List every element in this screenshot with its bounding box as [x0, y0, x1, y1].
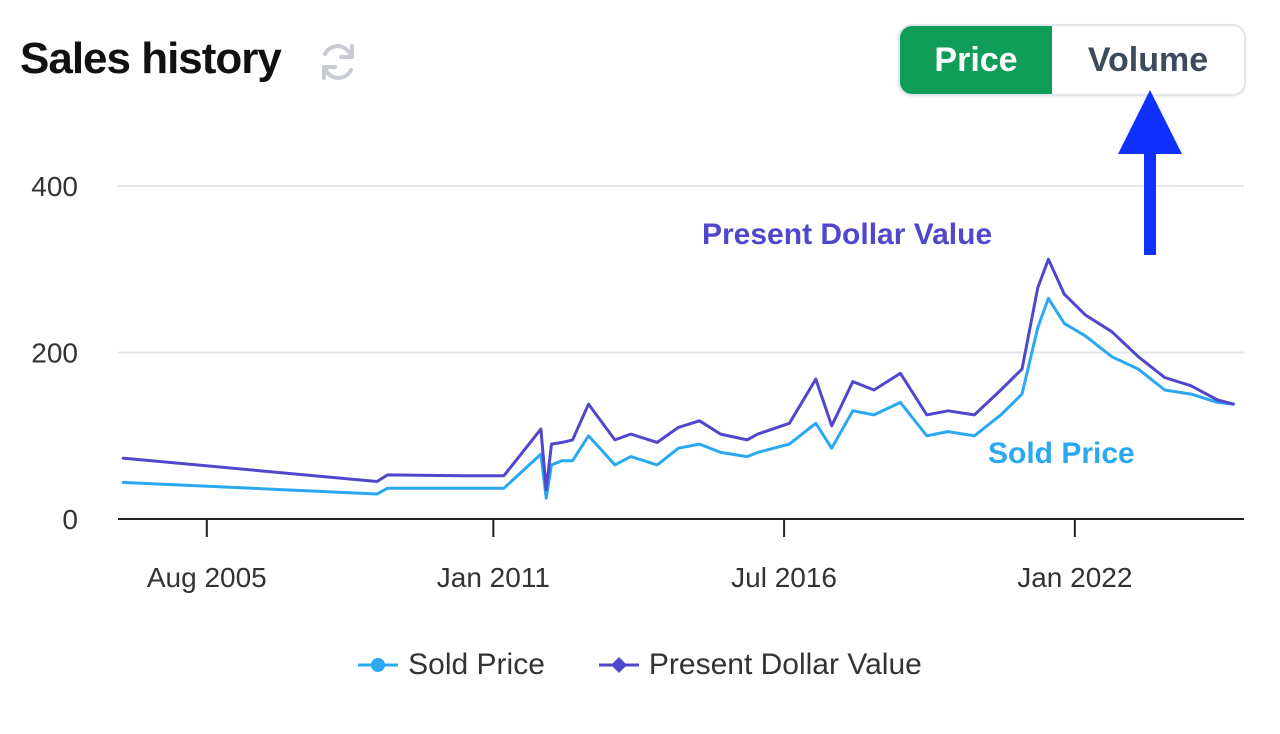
sold-price-annotation: Sold Price	[988, 437, 1135, 470]
y-tick-label: 0	[62, 504, 78, 535]
legend-item-present-dollar-value[interactable]: Present Dollar Value	[598, 648, 922, 682]
y-tick-label: 200	[31, 338, 78, 369]
legend: Sold Price Present Dollar Value	[0, 648, 1280, 682]
arrow-annotation-icon	[1118, 90, 1182, 255]
page-title: Sales history	[20, 34, 282, 83]
gridlines	[118, 185, 1244, 354]
refresh-icon[interactable]	[316, 40, 360, 84]
x-tick-label: Aug 2005	[147, 562, 267, 593]
legend-present-value-marker-icon	[598, 657, 639, 673]
volume-toggle-button[interactable]: Volume	[1052, 26, 1244, 94]
price-toggle-button[interactable]: Price	[900, 26, 1052, 94]
x-tick-label: Jul 2016	[731, 562, 837, 593]
y-tick-label: 400	[31, 171, 78, 202]
legend-item-sold-price[interactable]: Sold Price	[358, 648, 545, 682]
series-line-present-dollar-value	[121, 257, 1235, 492]
legend-present-value-label: Present Dollar Value	[648, 648, 922, 681]
y-axis-ticks: 0 200 400	[31, 171, 78, 535]
price-volume-toggle: Price Volume	[898, 24, 1246, 96]
sales-history-chart: 0 200 400 Aug 2005 Jan 2011 Jul 2016 Jan 2022…	[31, 90, 1244, 593]
series-group	[121, 257, 1235, 500]
legend-sold-price-label: Sold Price	[408, 648, 545, 681]
x-tick-label: Jan 2011	[437, 562, 550, 593]
present-dollar-annotation: Present Dollar Value	[702, 218, 992, 251]
x-axis-ticks: Aug 2005 Jan 2011 Jul 2016 Jan 2022	[147, 519, 1132, 593]
x-tick-label: Jan 2022	[1017, 562, 1132, 593]
legend-sold-price-marker-icon	[358, 658, 399, 672]
series-line-sold-price	[121, 296, 1235, 500]
